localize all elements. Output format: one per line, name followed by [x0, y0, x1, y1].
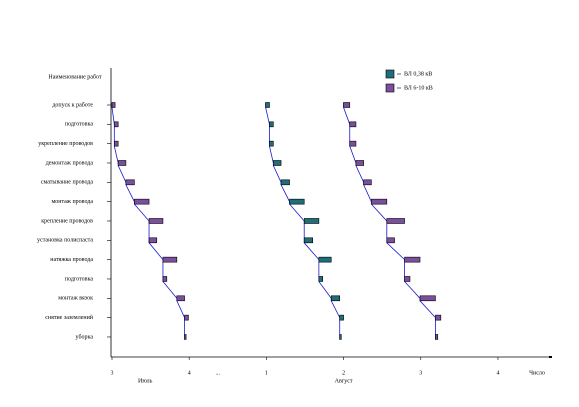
bar — [148, 237, 158, 244]
x-tick-label: 3 — [419, 370, 422, 376]
bar — [349, 121, 357, 128]
y-axis-title: Наименование работ — [48, 73, 102, 80]
row-label: снятие заземлений — [45, 314, 94, 321]
x-tick-label: 2 — [342, 370, 345, 376]
bar — [435, 334, 439, 340]
row-label: уборка — [76, 333, 94, 340]
legend-label: ВЛ 6-10 кВ — [404, 85, 433, 91]
gap-label: ... — [216, 370, 221, 376]
bar — [269, 140, 274, 147]
connector — [265, 102, 341, 340]
bar — [134, 198, 150, 205]
bar — [148, 218, 164, 224]
row-label: демонтаж провода — [46, 160, 94, 166]
row-label: монтаж вязок — [58, 296, 93, 302]
bar — [363, 179, 372, 186]
bar — [386, 218, 405, 224]
row-label: сматывание провода — [41, 180, 93, 186]
bar — [355, 160, 364, 166]
bar — [303, 237, 314, 244]
bar — [117, 160, 127, 166]
bar — [184, 334, 187, 340]
bar — [419, 295, 436, 302]
bar — [303, 218, 320, 224]
legend-label: ВЛ 0,38 кВ — [404, 71, 432, 77]
bar — [125, 179, 135, 186]
x-tick-label: 4 — [496, 370, 499, 376]
x-tick-label: 4 — [188, 370, 191, 376]
bar — [114, 121, 119, 128]
row-label: натяжка провода — [50, 257, 93, 263]
legend-swatch — [385, 83, 395, 93]
bar — [435, 314, 442, 321]
bar — [265, 102, 270, 108]
bar — [330, 295, 341, 302]
row-label: укрепление проводов — [38, 141, 93, 147]
bar — [273, 160, 282, 166]
bar — [349, 140, 357, 147]
row-label: подготовка — [65, 276, 94, 282]
bar — [339, 314, 344, 321]
bar — [404, 276, 411, 282]
bar — [184, 314, 189, 321]
row-label: установка полиспаста — [37, 238, 93, 244]
row-label: крепление проводов — [41, 218, 93, 224]
bar — [162, 256, 178, 263]
x-axis-title: Число — [529, 370, 545, 376]
row-label: допуск к работе — [52, 101, 93, 108]
bar — [114, 140, 119, 147]
bar — [280, 179, 290, 186]
bar — [343, 102, 351, 108]
bar — [289, 198, 305, 205]
bar — [339, 334, 342, 340]
connector — [111, 102, 185, 340]
bar — [371, 198, 388, 205]
bar — [318, 276, 324, 282]
bar — [176, 295, 185, 302]
row-label: монтаж провода — [51, 199, 93, 205]
bar — [318, 256, 332, 263]
bar — [111, 102, 116, 108]
bar — [404, 256, 421, 263]
bar — [162, 276, 168, 282]
month-label: Июль — [138, 378, 153, 384]
x-tick-label: 1 — [265, 370, 268, 376]
axis-end — [549, 356, 552, 358]
row-label: подготовка — [65, 122, 94, 128]
month-label: Август — [335, 378, 353, 384]
bar — [269, 121, 274, 128]
x-tick-label: 3 — [111, 370, 114, 376]
legend-swatch — [385, 69, 395, 79]
bar — [386, 237, 395, 244]
